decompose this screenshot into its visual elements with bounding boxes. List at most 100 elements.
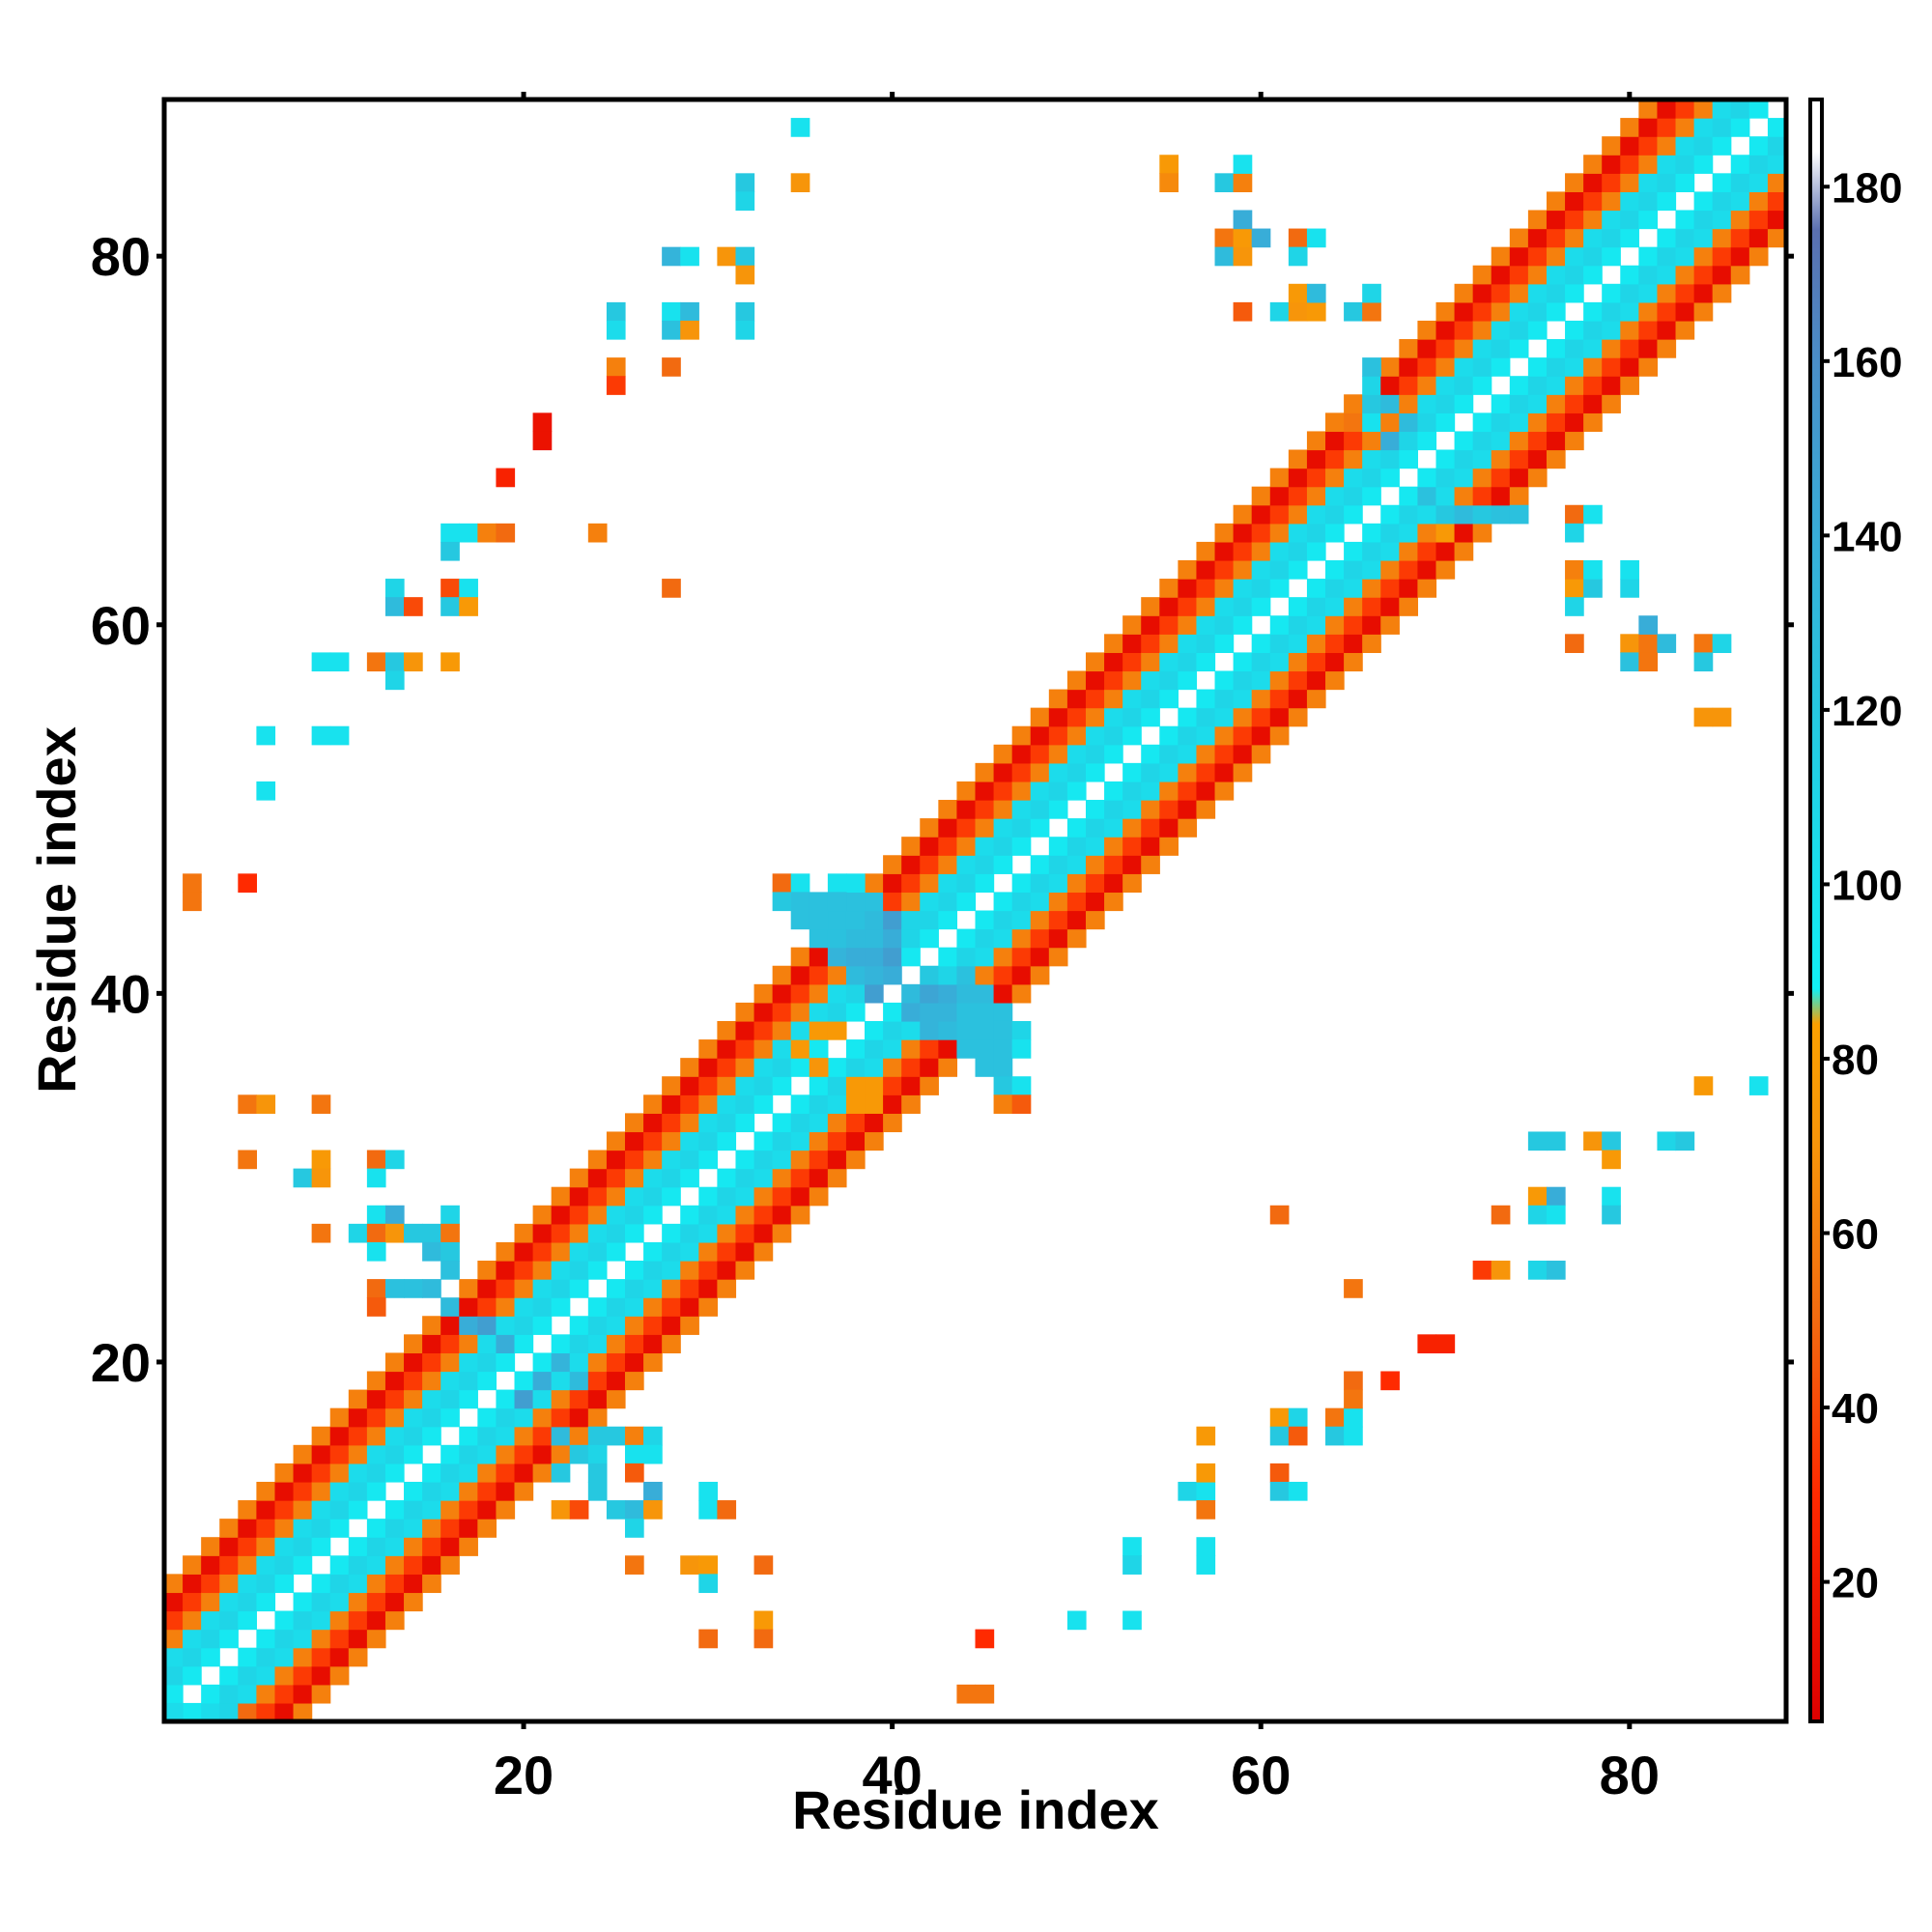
heatmap-cell — [662, 1076, 681, 1095]
heatmap-cell — [1325, 1426, 1345, 1446]
heatmap-cell — [514, 1316, 534, 1335]
heatmap-cell — [274, 1481, 295, 1501]
heatmap-cell — [993, 1039, 1013, 1059]
heatmap-cell — [845, 1094, 866, 1114]
heatmap-cell — [1178, 670, 1198, 691]
heatmap-cell — [1583, 228, 1603, 248]
heatmap-cell — [1288, 615, 1308, 635]
heatmap-cell — [827, 1076, 847, 1095]
heatmap-cell — [1288, 707, 1308, 727]
heatmap-cell — [993, 1076, 1013, 1095]
heatmap-cell — [790, 1186, 810, 1207]
heatmap-cell — [606, 376, 626, 395]
heatmap-cell — [1491, 246, 1511, 267]
heatmap-cell — [329, 1610, 350, 1631]
heatmap-cell — [274, 1647, 295, 1667]
heatmap-cell — [956, 1002, 977, 1022]
heatmap-cell — [366, 1444, 386, 1464]
heatmap-cell — [1583, 376, 1603, 395]
heatmap-cell — [790, 873, 810, 894]
heatmap-cell — [772, 1150, 792, 1170]
heatmap-cell — [1085, 762, 1105, 782]
heatmap-cell — [1030, 744, 1050, 764]
heatmap-cell — [790, 947, 810, 967]
heatmap-cell — [1565, 320, 1584, 340]
heatmap-cell — [938, 855, 958, 874]
heatmap-cell — [477, 1371, 497, 1391]
heatmap-cell — [532, 412, 553, 433]
heatmap-cell — [366, 1426, 386, 1446]
heatmap-cell — [901, 892, 921, 912]
heatmap-cell — [809, 1039, 829, 1059]
heatmap-cell — [883, 1039, 902, 1059]
heatmap-cell — [514, 1407, 534, 1428]
heatmap-cell — [827, 965, 847, 985]
heatmap-cell — [938, 818, 958, 838]
heatmap-cell — [384, 652, 405, 672]
heatmap-cell — [1233, 523, 1253, 543]
heatmap-cell — [1030, 910, 1050, 930]
heatmap-cell — [901, 947, 921, 967]
heatmap-cell — [809, 965, 829, 985]
heatmap-cell — [680, 1168, 699, 1188]
heatmap-cell — [1620, 210, 1639, 230]
heatmap-cell — [1196, 652, 1216, 672]
heatmap-cell — [348, 1592, 368, 1612]
heatmap-cell — [606, 1297, 626, 1317]
heatmap-cell — [1472, 320, 1492, 340]
heatmap-cell — [827, 983, 847, 1004]
heatmap-cell — [606, 1426, 626, 1446]
heatmap-cell — [404, 597, 423, 616]
heatmap-cell — [551, 1389, 571, 1409]
heatmap-cell — [643, 1113, 663, 1133]
heatmap-cell — [1159, 155, 1179, 174]
heatmap-cell — [920, 1002, 939, 1022]
heatmap-cell — [735, 1186, 755, 1207]
heatmap-cell — [404, 1371, 423, 1391]
heatmap-cell — [238, 1500, 257, 1520]
heatmap-cell — [624, 1500, 644, 1520]
heatmap-cell — [938, 837, 958, 856]
heatmap-cell — [311, 1223, 331, 1243]
heatmap-cell — [311, 1574, 331, 1594]
heatmap-cell — [1306, 486, 1326, 506]
heatmap-cell — [1675, 301, 1695, 322]
heatmap-cell — [404, 1279, 423, 1298]
heatmap-cell — [1030, 707, 1050, 727]
heatmap-cell — [1380, 449, 1400, 469]
heatmap-cell — [1141, 744, 1160, 764]
colorbar-tick-label: 60 — [1832, 1210, 1879, 1258]
heatmap-cell — [1602, 283, 1621, 303]
heatmap-cell — [440, 1261, 460, 1280]
heatmap-cell — [772, 1076, 792, 1095]
heatmap-cell — [1251, 725, 1271, 746]
heatmap-cell — [1122, 818, 1142, 838]
heatmap-cell — [274, 1629, 295, 1649]
heatmap-cell — [311, 1647, 331, 1667]
heatmap-cell — [1196, 707, 1216, 727]
heatmap-cell — [1048, 947, 1068, 967]
heatmap-cell — [422, 1316, 441, 1335]
heatmap-cell — [1472, 468, 1492, 488]
heatmap-cell — [1066, 744, 1087, 764]
heatmap-cell — [1380, 1371, 1400, 1391]
heatmap-cell — [1251, 670, 1271, 691]
heatmap-cell — [698, 1481, 718, 1501]
heatmap-cell — [790, 1131, 810, 1151]
heatmap-cell — [404, 1555, 423, 1575]
heatmap-cell — [459, 523, 478, 543]
heatmap-cell — [274, 1463, 295, 1483]
heatmap-cell — [311, 1426, 331, 1446]
heatmap-cell — [883, 873, 902, 894]
heatmap-cell — [1638, 136, 1659, 156]
heatmap-cell — [1233, 597, 1253, 616]
heatmap-cell — [1233, 301, 1253, 322]
heatmap-cell — [772, 1113, 792, 1133]
heatmap-cell — [883, 947, 902, 967]
heatmap-cell — [993, 1020, 1013, 1040]
heatmap-cell — [366, 1519, 386, 1538]
heatmap-cell — [735, 1205, 755, 1225]
heatmap-cell — [735, 1261, 755, 1280]
heatmap-cell — [1693, 283, 1714, 303]
heatmap-cell — [532, 1316, 553, 1335]
